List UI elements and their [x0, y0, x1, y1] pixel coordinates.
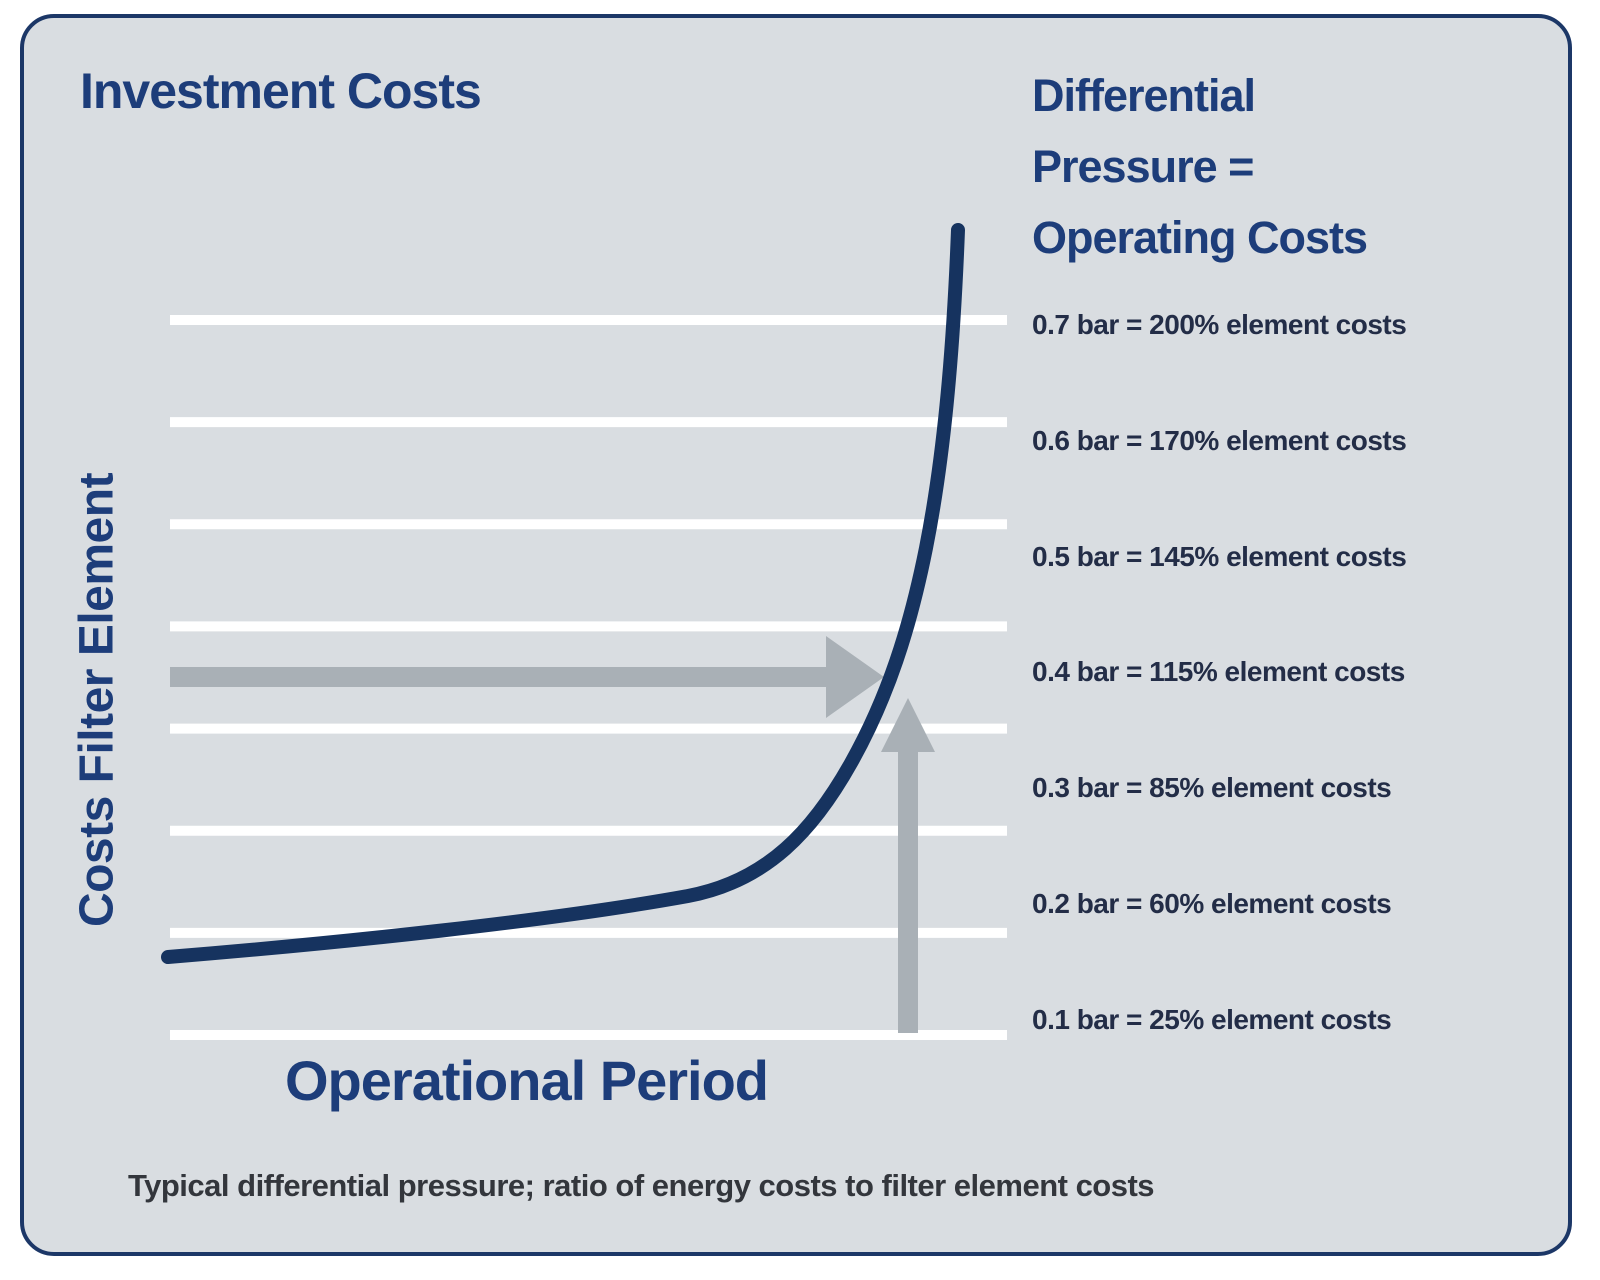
x-axis-label: Operational Period	[285, 1049, 769, 1112]
right-heading-line-1: Differential	[1032, 70, 1256, 121]
caption: Typical differential pressure; ratio of …	[128, 1168, 1155, 1203]
y-axis-label: Costs Filter Element	[70, 472, 124, 928]
right-heading: Differential Pressure = Operating Costs	[1032, 60, 1368, 273]
chart-title: Investment Costs	[80, 63, 482, 119]
right-heading-line-2: Pressure =	[1032, 141, 1254, 192]
right-heading-line-3: Operating Costs	[1032, 212, 1368, 263]
